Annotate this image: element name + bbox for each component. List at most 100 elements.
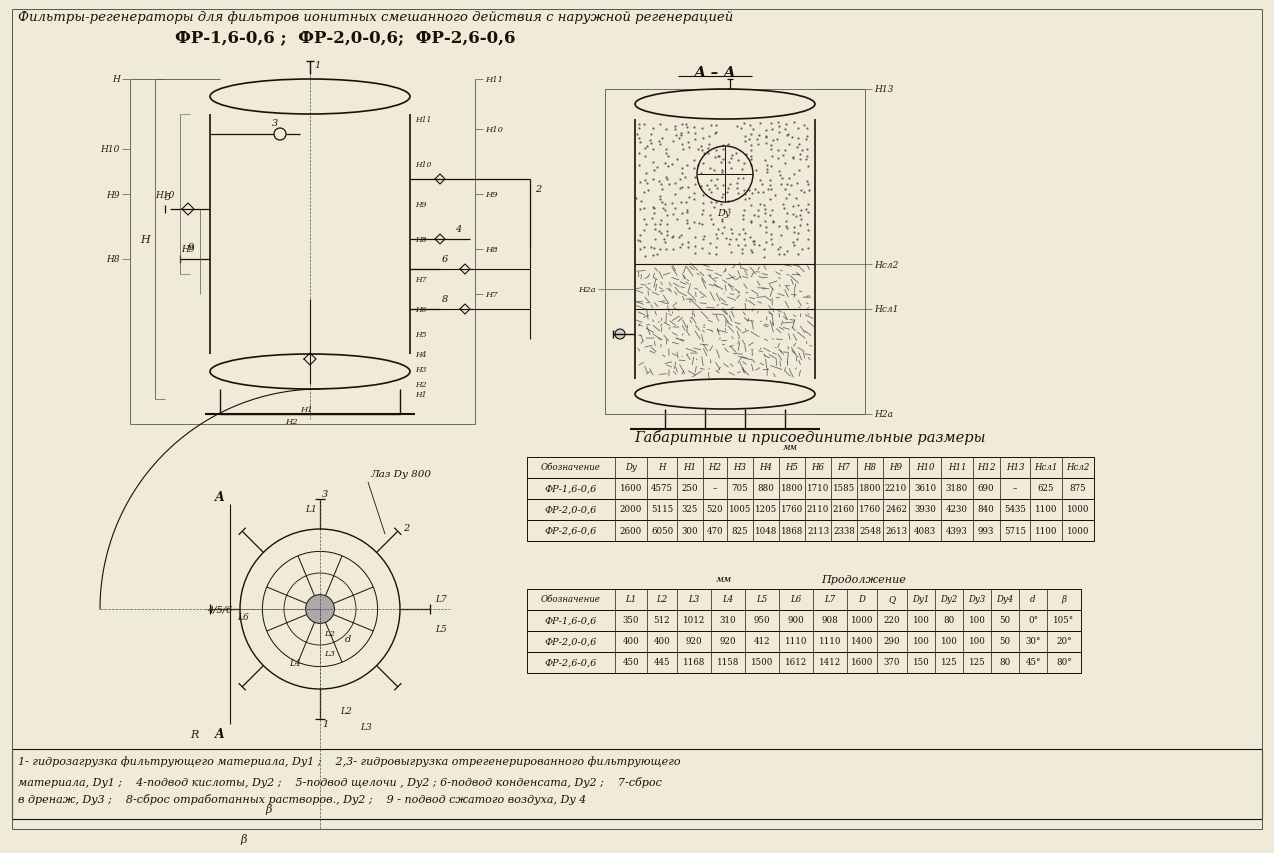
Text: –: – bbox=[1013, 484, 1017, 493]
Text: ФР-2,6-0,6: ФР-2,6-0,6 bbox=[545, 526, 598, 535]
Text: 150: 150 bbox=[912, 658, 929, 667]
Text: H4: H4 bbox=[759, 463, 772, 472]
Text: 920: 920 bbox=[720, 636, 736, 646]
Text: 690: 690 bbox=[977, 484, 994, 493]
Text: 450: 450 bbox=[623, 658, 640, 667]
Text: Dy4: Dy4 bbox=[996, 595, 1014, 604]
Text: 400: 400 bbox=[623, 636, 640, 646]
Text: 0°: 0° bbox=[1028, 616, 1038, 624]
Text: Dy2: Dy2 bbox=[940, 595, 958, 604]
Text: 5115: 5115 bbox=[651, 505, 673, 514]
Text: материала, Dy1 ;    4-подвод кислоты, Dy2 ;    5-подвод щелочи , Dy2 ; 6-подвод : материала, Dy1 ; 4-подвод кислоты, Dy2 ;… bbox=[18, 775, 662, 786]
Text: H: H bbox=[659, 463, 666, 472]
Text: 350: 350 bbox=[623, 616, 640, 624]
Text: 3930: 3930 bbox=[913, 505, 936, 514]
Text: 908: 908 bbox=[822, 616, 838, 624]
Text: 125: 125 bbox=[940, 658, 957, 667]
Text: L3: L3 bbox=[361, 722, 372, 732]
Text: Продолжение: Продолжение bbox=[822, 574, 906, 584]
Text: в дренаж, Dy3 ;    8-сброс отработанных растворов., Dy2 ;    9 - подвод сжатого : в дренаж, Dy3 ; 8-сброс отработанных рас… bbox=[18, 793, 586, 804]
Text: 920: 920 bbox=[685, 636, 702, 646]
Text: H11: H11 bbox=[948, 463, 966, 472]
Text: 105°: 105° bbox=[1054, 616, 1075, 624]
Text: 3180: 3180 bbox=[945, 484, 968, 493]
Text: L1: L1 bbox=[304, 505, 317, 514]
Text: 1800: 1800 bbox=[781, 484, 803, 493]
Text: 993: 993 bbox=[978, 526, 994, 535]
Text: Q: Q bbox=[888, 595, 896, 604]
Bar bbox=[527, 589, 1082, 610]
Text: H9: H9 bbox=[485, 191, 498, 199]
Text: ФР-2,0-0,6: ФР-2,0-0,6 bbox=[545, 505, 598, 514]
Text: Габаритные и присоединительные размеры: Габаритные и присоединительные размеры bbox=[634, 430, 986, 445]
Text: 80: 80 bbox=[943, 616, 954, 624]
Text: 125: 125 bbox=[968, 658, 985, 667]
Text: –: – bbox=[713, 484, 717, 493]
Text: H7: H7 bbox=[837, 463, 851, 472]
Text: 1600: 1600 bbox=[851, 658, 873, 667]
Text: 2113: 2113 bbox=[806, 526, 829, 535]
Text: 30°: 30° bbox=[1026, 636, 1041, 646]
Text: 2462: 2462 bbox=[885, 505, 907, 514]
Text: 1168: 1168 bbox=[683, 658, 706, 667]
Text: 1710: 1710 bbox=[806, 484, 829, 493]
Text: H9: H9 bbox=[889, 463, 902, 472]
Bar bbox=[527, 610, 1082, 631]
Text: 4393: 4393 bbox=[947, 526, 968, 535]
Text: H10: H10 bbox=[415, 161, 432, 169]
Text: 1585: 1585 bbox=[833, 484, 855, 493]
Text: ФР-1,6-0,6 ;  ФР-2,0-0,6;  ФР-2,6-0,6: ФР-1,6-0,6 ; ФР-2,0-0,6; ФР-2,6-0,6 bbox=[175, 30, 516, 46]
Text: 1612: 1612 bbox=[785, 658, 808, 667]
Text: 50: 50 bbox=[999, 636, 1010, 646]
Text: β: β bbox=[265, 804, 271, 815]
Bar bbox=[527, 653, 1082, 673]
Text: 2000: 2000 bbox=[620, 505, 642, 514]
Text: 310: 310 bbox=[720, 616, 736, 624]
Text: H7: H7 bbox=[485, 291, 498, 299]
Text: 470: 470 bbox=[707, 526, 724, 535]
Text: 1412: 1412 bbox=[819, 658, 841, 667]
Text: 2600: 2600 bbox=[620, 526, 642, 535]
Text: H12: H12 bbox=[977, 463, 995, 472]
Text: 840: 840 bbox=[977, 505, 995, 514]
Text: L6: L6 bbox=[790, 595, 801, 604]
Text: 1000: 1000 bbox=[851, 616, 873, 624]
Text: 950: 950 bbox=[754, 616, 771, 624]
Text: R: R bbox=[190, 729, 199, 740]
Text: 625: 625 bbox=[1038, 484, 1055, 493]
Text: H13: H13 bbox=[874, 85, 893, 95]
Text: H2: H2 bbox=[708, 463, 721, 472]
Text: 45°: 45° bbox=[1026, 658, 1041, 667]
Text: 325: 325 bbox=[682, 505, 698, 514]
Text: 1760: 1760 bbox=[781, 505, 803, 514]
Text: мм: мм bbox=[716, 575, 733, 583]
Text: Лаз Dy 800: Лаз Dy 800 bbox=[369, 470, 431, 479]
Text: 100: 100 bbox=[968, 616, 985, 624]
Text: 1600: 1600 bbox=[620, 484, 642, 493]
Text: Hсл1: Hсл1 bbox=[874, 305, 898, 314]
Text: H: H bbox=[140, 235, 150, 245]
Text: H1: H1 bbox=[415, 391, 427, 398]
Text: H6: H6 bbox=[415, 305, 427, 314]
Text: Dy3: Dy3 bbox=[968, 595, 986, 604]
Text: 100: 100 bbox=[912, 636, 930, 646]
Text: β: β bbox=[240, 833, 246, 844]
Text: 1012: 1012 bbox=[683, 616, 706, 624]
Text: D: D bbox=[859, 595, 865, 604]
Text: 1205: 1205 bbox=[755, 505, 777, 514]
Text: Hсл2: Hсл2 bbox=[874, 260, 898, 270]
Text: L4: L4 bbox=[722, 595, 734, 604]
Text: H2: H2 bbox=[415, 380, 427, 389]
Text: H2a: H2a bbox=[578, 286, 596, 293]
Text: 3: 3 bbox=[322, 490, 329, 499]
Text: L5: L5 bbox=[757, 595, 768, 604]
Text: H10: H10 bbox=[101, 145, 120, 154]
Bar bbox=[527, 457, 1094, 479]
Text: 880: 880 bbox=[758, 484, 775, 493]
Text: 2110: 2110 bbox=[806, 505, 829, 514]
Text: H1: H1 bbox=[683, 463, 697, 472]
Bar bbox=[527, 479, 1094, 499]
Text: 250: 250 bbox=[682, 484, 698, 493]
Text: H13: H13 bbox=[1005, 463, 1024, 472]
Text: мм: мм bbox=[782, 443, 798, 452]
